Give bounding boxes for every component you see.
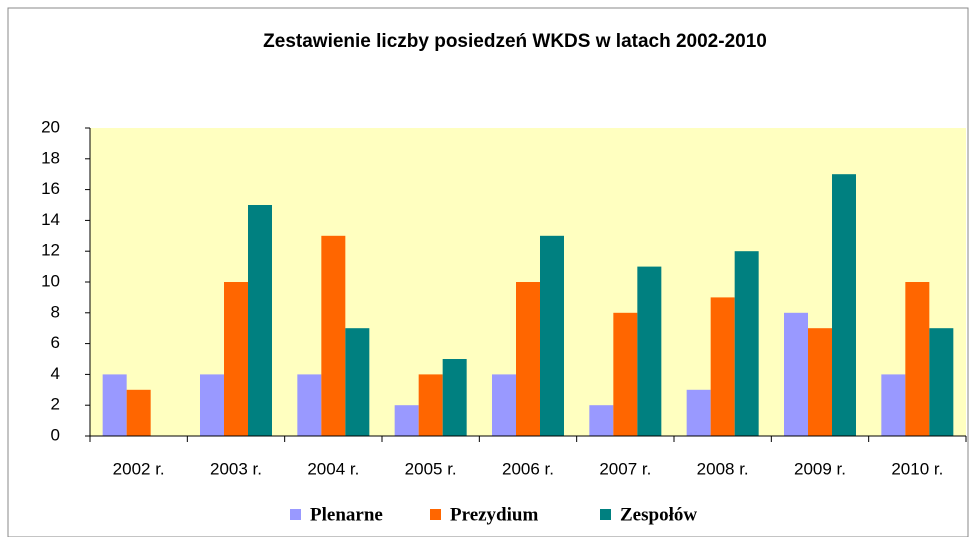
y-tick-label: 8 [51, 302, 60, 321]
x-tick-label: 2002 r. [113, 459, 165, 478]
y-tick-label: 10 [41, 271, 60, 290]
bar [540, 235, 564, 436]
bar [881, 374, 906, 436]
bar [394, 405, 419, 436]
legend-swatch [290, 509, 301, 520]
x-tick-label: 2006 r. [502, 459, 554, 478]
bar [297, 374, 322, 436]
legend-swatch [430, 509, 441, 520]
legend-label: Prezydium [450, 504, 538, 525]
bar [442, 359, 467, 436]
bar [808, 328, 832, 436]
bar [613, 312, 638, 436]
y-tick-label: 6 [51, 333, 60, 352]
bar [492, 374, 516, 436]
x-tick-label: 2009 r. [794, 459, 846, 478]
y-tick-label: 18 [41, 148, 60, 167]
bar [321, 235, 346, 436]
legend-label: Plenarne [310, 504, 383, 525]
y-tick-label: 14 [41, 210, 60, 229]
bar [345, 328, 370, 436]
x-tick-label: 2003 r. [210, 459, 262, 478]
x-tick-label: 2005 r. [405, 459, 457, 478]
bar [686, 389, 711, 436]
bar [784, 312, 808, 436]
y-tick-label: 20 [41, 117, 60, 136]
bar [102, 374, 127, 436]
bar [710, 297, 735, 436]
y-tick-label: 16 [41, 179, 60, 198]
x-tick-label: 2004 r. [307, 459, 359, 478]
y-tick-label: 2 [51, 395, 60, 414]
bar [832, 174, 856, 436]
legend-swatch [600, 509, 611, 520]
bar [200, 374, 224, 436]
bar [418, 374, 443, 436]
bar [905, 282, 930, 436]
x-tick-label: 2007 r. [599, 459, 651, 478]
bar [126, 389, 151, 436]
y-tick-label: 12 [41, 241, 60, 260]
bar [248, 205, 272, 436]
bar [734, 251, 759, 436]
legend-label: Zespołów [620, 504, 697, 525]
x-tick-label: 2010 r. [891, 459, 943, 478]
chart-title: Zestawienie liczby posiedzeń WKDS w lata… [263, 31, 767, 52]
bar [516, 282, 540, 436]
bar [589, 405, 614, 436]
y-tick-label: 0 [51, 425, 60, 444]
x-tick-label: 2008 r. [697, 459, 749, 478]
bar [929, 328, 954, 436]
bar [224, 282, 248, 436]
bar [637, 266, 662, 436]
y-tick-label: 4 [51, 364, 60, 383]
